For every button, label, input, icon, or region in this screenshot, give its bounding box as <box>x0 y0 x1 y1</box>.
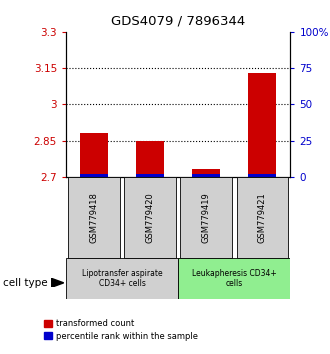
Bar <box>136 174 164 177</box>
Text: cell type: cell type <box>3 278 48 288</box>
Text: Leukapheresis CD34+
cells: Leukapheresis CD34+ cells <box>192 269 277 289</box>
Bar <box>80 133 108 177</box>
Text: GSM779418: GSM779418 <box>89 192 99 243</box>
Bar <box>181 177 232 258</box>
Polygon shape <box>51 278 64 287</box>
Bar <box>192 169 220 177</box>
Bar <box>124 177 176 258</box>
Text: GSM779420: GSM779420 <box>146 192 155 243</box>
Bar <box>136 141 164 177</box>
Bar <box>192 174 220 177</box>
Bar <box>248 174 277 177</box>
Bar <box>66 258 178 299</box>
Bar <box>237 177 288 258</box>
Legend: transformed count, percentile rank within the sample: transformed count, percentile rank withi… <box>44 319 198 341</box>
Text: GSM779419: GSM779419 <box>202 192 211 243</box>
Bar <box>80 174 108 177</box>
Text: GSM779421: GSM779421 <box>258 192 267 243</box>
Bar <box>68 177 120 258</box>
Bar <box>178 258 290 299</box>
Text: Lipotransfer aspirate
CD34+ cells: Lipotransfer aspirate CD34+ cells <box>82 269 162 289</box>
Bar <box>248 74 277 177</box>
Title: GDS4079 / 7896344: GDS4079 / 7896344 <box>111 15 245 28</box>
